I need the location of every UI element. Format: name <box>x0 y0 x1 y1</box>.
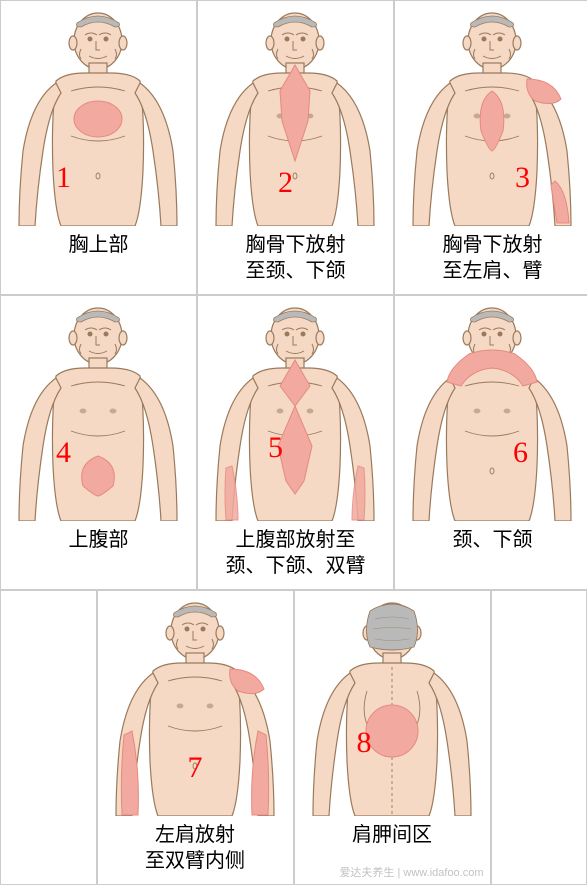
panel-2: 2 胸骨下放射 至颈、下颌 <box>197 0 394 295</box>
panel-6: 6 颈、下颌 <box>394 295 587 590</box>
panel-5: 5 上腹部放射至 颈、下颌、双臂 <box>197 295 394 590</box>
figure-4: 4 <box>1 296 196 521</box>
panel-number: 3 <box>515 161 530 195</box>
figure-6: 6 <box>395 296 587 521</box>
pain-overlay <box>366 705 418 757</box>
caption-4: 上腹部 <box>65 521 133 581</box>
figure-3: 3 <box>395 1 587 226</box>
panel-number: 6 <box>513 436 528 470</box>
panel-4: 4 上腹部 <box>0 295 197 590</box>
figure-1: 1 <box>1 1 196 226</box>
panel-number: 7 <box>188 751 203 785</box>
pain-overlay <box>74 101 122 137</box>
figure-5: 5 <box>198 296 393 521</box>
figure-2: 2 <box>198 1 393 226</box>
figure-7: 7 <box>98 591 293 816</box>
spacer-right <box>491 590 587 885</box>
panel-number: 8 <box>357 726 372 760</box>
panel-1: 1 胸上部 <box>0 0 197 295</box>
caption-5: 上腹部放射至 颈、下颌、双臂 <box>222 521 370 589</box>
caption-2: 胸骨下放射 至颈、下颌 <box>242 226 350 294</box>
panel-7: 7 左肩放射 至双臂内侧 <box>97 590 294 885</box>
spacer-left <box>0 590 97 885</box>
panel-number: 4 <box>56 436 71 470</box>
diagram-grid: 1 胸上部 2 胸骨下放射 至颈、下颌 <box>0 0 587 590</box>
panel-8: 8 肩胛间区 爱达夫养生 | www.idafoo.com <box>294 590 491 885</box>
watermark-text: 爱达夫养生 | www.idafoo.com <box>339 864 483 880</box>
diagram-row-last: 7 左肩放射 至双臂内侧 8 肩胛间区 爱达夫养生 | www.idafoo.c… <box>0 590 587 885</box>
caption-1: 胸上部 <box>65 226 133 286</box>
panel-3: 3 胸骨下放射 至左肩、臂 <box>394 0 587 295</box>
caption-6: 颈、下颌 <box>449 521 537 581</box>
caption-7: 左肩放射 至双臂内侧 <box>141 816 249 884</box>
panel-number: 1 <box>56 161 71 195</box>
figure-8: 8 <box>295 591 490 816</box>
panel-number: 5 <box>268 431 283 465</box>
caption-3: 胸骨下放射 至左肩、臂 <box>439 226 547 294</box>
panel-number: 2 <box>278 166 293 200</box>
